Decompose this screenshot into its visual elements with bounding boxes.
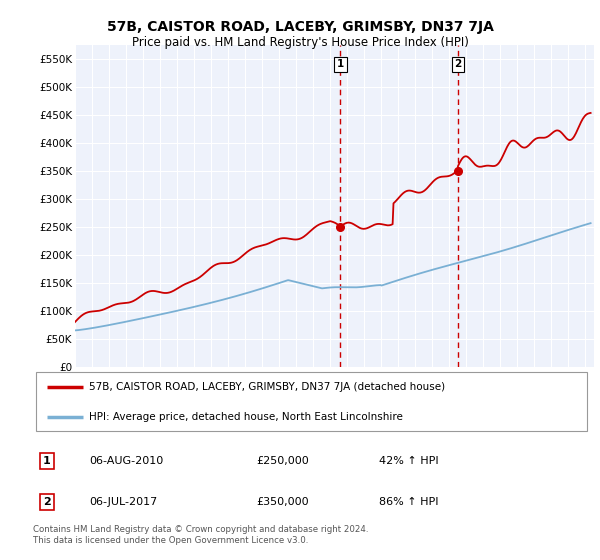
Text: 2: 2 (43, 497, 51, 507)
Text: 1: 1 (337, 59, 344, 69)
Text: £250,000: £250,000 (256, 456, 309, 466)
Text: 06-AUG-2010: 06-AUG-2010 (89, 456, 163, 466)
Text: 57B, CAISTOR ROAD, LACEBY, GRIMSBY, DN37 7JA: 57B, CAISTOR ROAD, LACEBY, GRIMSBY, DN37… (107, 20, 493, 34)
Text: 86% ↑ HPI: 86% ↑ HPI (379, 497, 439, 507)
Text: 1: 1 (43, 456, 51, 466)
Text: 42% ↑ HPI: 42% ↑ HPI (379, 456, 439, 466)
Text: 06-JUL-2017: 06-JUL-2017 (89, 497, 157, 507)
Text: £350,000: £350,000 (256, 497, 309, 507)
FancyBboxPatch shape (36, 372, 587, 431)
Text: 57B, CAISTOR ROAD, LACEBY, GRIMSBY, DN37 7JA (detached house): 57B, CAISTOR ROAD, LACEBY, GRIMSBY, DN37… (89, 382, 445, 392)
Text: Price paid vs. HM Land Registry's House Price Index (HPI): Price paid vs. HM Land Registry's House … (131, 36, 469, 49)
Text: HPI: Average price, detached house, North East Lincolnshire: HPI: Average price, detached house, Nort… (89, 412, 403, 422)
Text: 2: 2 (454, 59, 461, 69)
Text: Contains HM Land Registry data © Crown copyright and database right 2024.
This d: Contains HM Land Registry data © Crown c… (33, 525, 368, 545)
